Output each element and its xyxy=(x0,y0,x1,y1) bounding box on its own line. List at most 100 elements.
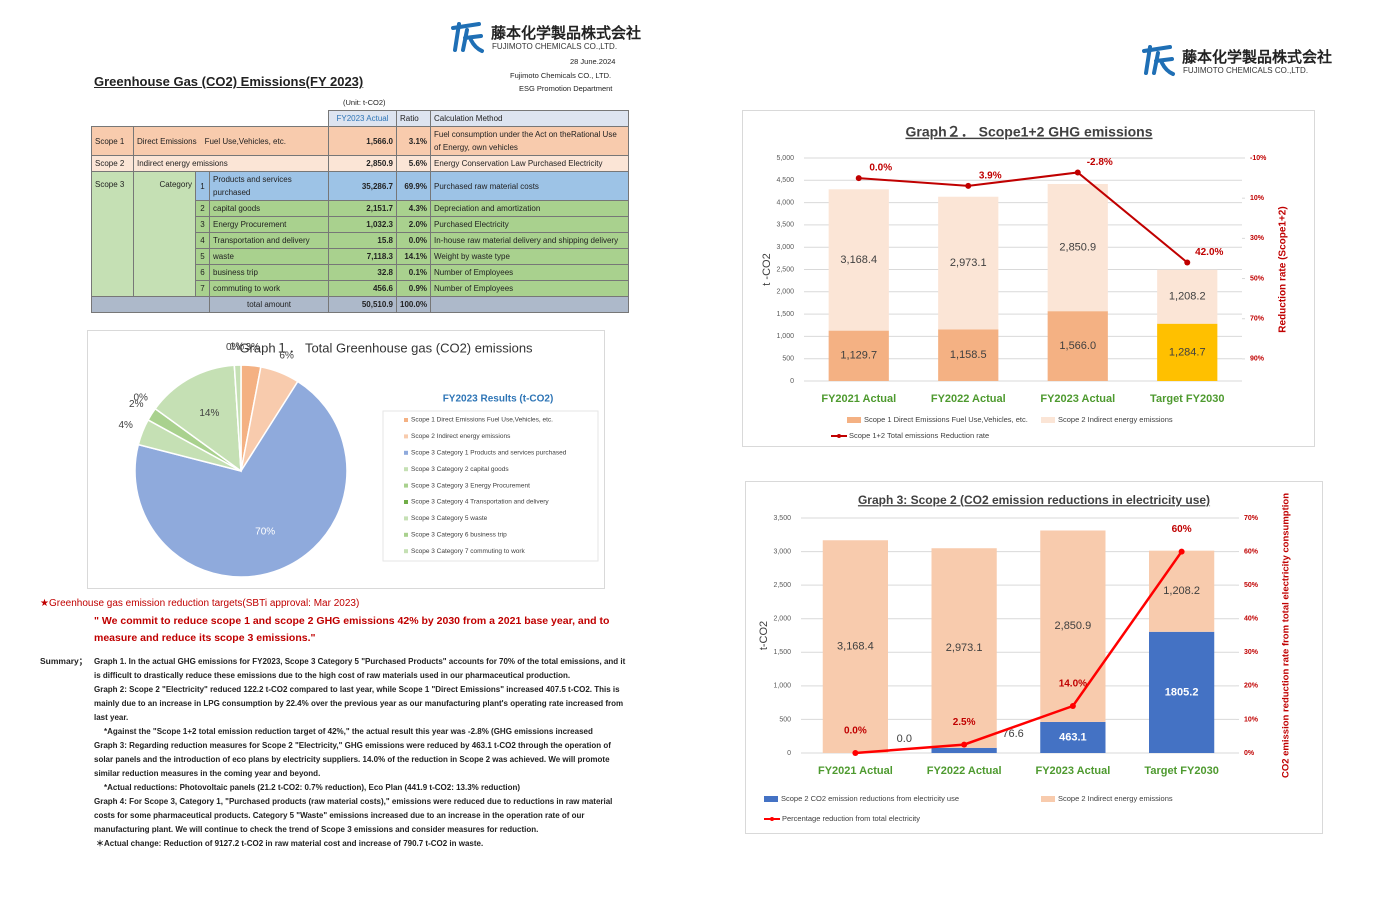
targets-statement: " We commit to reduce scope 1 and scope … xyxy=(94,615,610,644)
company-en: FUJIMOTO CHEMICALS CO.,LTD. xyxy=(1183,66,1309,75)
bar xyxy=(1047,311,1108,381)
table-row: total amount 50,510.9 100.0% xyxy=(91,296,629,313)
y2-tick-label: 30% xyxy=(1244,649,1259,656)
ratio-cell: 100.0% xyxy=(396,296,431,313)
value-cell: 15.8 xyxy=(328,232,397,249)
y-tick-label: 3,000 xyxy=(773,548,791,555)
data-label: 1% xyxy=(230,342,245,353)
graph-3: Graph 3: Scope 2 (CO2 emission reduction… xyxy=(745,481,1323,834)
bar-label: 1,208.2 xyxy=(1163,585,1200,597)
table-row: 7 commuting to work 456.6 0.9% Number of Emp… xyxy=(91,280,629,297)
y2-axis-title: Reduction rate (Scope1+2) xyxy=(1278,206,1289,332)
y-tick-label: 2,000 xyxy=(776,289,794,296)
legend-swatch xyxy=(404,500,408,504)
summary-paragraph: ＊Actual change: Reduction of 9127.2 t-CO… xyxy=(96,839,484,848)
issuer: Fujimoto Chemicals CO., LTD. xyxy=(510,71,612,80)
y2-tick-label: 70% xyxy=(1250,316,1265,323)
bar xyxy=(938,329,999,381)
bar xyxy=(1040,721,1106,753)
summary: Graph 1. In the actual GHG emissions for… xyxy=(94,655,632,851)
legend-label: Scope 1 Direct Emissions Fuel Use,Vehicl… xyxy=(864,415,1028,424)
legend-swatch xyxy=(404,450,408,455)
graph-2: Graph２． Scope1+2 GHG emissions 0 500 1,000 1… xyxy=(742,110,1315,447)
line-label: 3.9% xyxy=(979,171,1002,182)
ratio-cell: 0.0% xyxy=(396,232,431,249)
company-en: FUJIMOTO CHEMICALS CO.,LTD. xyxy=(492,42,618,51)
x-tick-label: FY2023 Actual xyxy=(1035,765,1110,777)
data-label: 3% xyxy=(245,342,260,353)
value-cell: 2,850.9 xyxy=(328,155,397,172)
scope-cell: Scope 2 xyxy=(91,155,134,172)
ratio-cell: 69.9% xyxy=(396,171,431,201)
line-label: -2.8% xyxy=(1087,157,1113,168)
num-cell: 6 xyxy=(195,264,210,281)
data-label: 4% xyxy=(118,420,133,431)
value-cell: 1,032.3 xyxy=(328,216,397,233)
chart-title: Graph２． Scope1+2 GHG emissions xyxy=(905,124,1152,140)
x-tick-label: FY2021 Actual xyxy=(818,765,893,777)
value-cell: 2,151.7 xyxy=(328,200,397,217)
item-cell: business trip xyxy=(209,264,329,281)
company-jp: 藤本化学製品株式会社 xyxy=(491,25,642,42)
item-cell: Products and services purchased xyxy=(209,171,329,201)
method-cell: Number of Employees xyxy=(430,264,629,281)
summary-paragraph: Graph 4: For Scope 3, Category 1, "Purch… xyxy=(94,797,613,834)
y-tick-label: 3,500 xyxy=(776,222,794,229)
legend-marker xyxy=(770,817,774,821)
bar xyxy=(1157,323,1218,381)
data-label: 6% xyxy=(279,350,294,361)
bar xyxy=(1040,530,1106,722)
bar-label: 1,566.0 xyxy=(1059,340,1096,352)
line-point xyxy=(1184,259,1191,266)
bar-label: 1,208.2 xyxy=(1169,291,1206,303)
y2-tick-label: 30% xyxy=(1250,235,1265,242)
chart-title: Graph１． Total Greenhouse gas (CO2) emiss… xyxy=(239,340,533,355)
ratio-cell: 4.3% xyxy=(396,200,431,217)
legend-swatch xyxy=(764,796,778,802)
x-tick-label: FY2022 Actual xyxy=(927,765,1002,777)
bar-label: 2,850.9 xyxy=(1055,620,1092,632)
y2-tick-label: 0% xyxy=(1244,750,1255,757)
summary-paragraph: Graph 1. In the actual GHG emissions for… xyxy=(94,657,626,680)
pie-slice xyxy=(154,364,242,473)
bar-label: 1805.2 xyxy=(1165,686,1199,698)
table-row: Scope 3 Category 1 Products and services pu… xyxy=(91,171,629,297)
x-tick-label: Target FY2030 xyxy=(1144,765,1218,777)
bar-label: 3,168.4 xyxy=(837,641,874,653)
line-series xyxy=(855,550,1183,755)
y2-tick-label: 40% xyxy=(1244,616,1259,623)
legend-label: Scope 1 Direct Emissions Fuel Use,Vehicl… xyxy=(411,417,553,424)
table-row: 5 waste 7,118.3 14.1% Weight by waste type xyxy=(91,248,629,265)
total-label: total amount xyxy=(209,296,329,313)
bar xyxy=(938,196,999,330)
legend-label: Scope 3 Category 3 Energy Procurement xyxy=(411,482,530,489)
legend-swatch xyxy=(1041,796,1055,802)
emissions-table: FY2023 Actual Ratio Calculation Method Scop… xyxy=(91,110,629,313)
ratio-cell: 2.0% xyxy=(396,216,431,233)
legend-marker xyxy=(837,434,841,438)
line-point xyxy=(961,741,968,748)
line-label: 14.0% xyxy=(1059,679,1087,690)
y-tick-label: 1,000 xyxy=(776,333,794,340)
item-cell: Indirect energy emissions xyxy=(133,155,329,172)
bar-label: 1,158.5 xyxy=(950,349,987,361)
bar-label: 3,168.4 xyxy=(840,254,877,266)
y-tick-label: 1,500 xyxy=(773,649,791,656)
line-point xyxy=(1178,548,1185,555)
y2-tick-label: 10% xyxy=(1244,716,1259,723)
value-cell: 32.8 xyxy=(328,264,397,281)
x-tick-label: FY2023 Actual xyxy=(1040,393,1115,405)
unit: (Unit: t-CO2) xyxy=(343,98,386,107)
bar-label: 76.6 xyxy=(1002,728,1023,740)
x-tick-label: FY2022 Actual xyxy=(931,393,1006,405)
legend-label: Scope 3 Category 6 business trip xyxy=(411,532,507,539)
legend-label: Scope 2 Indirect energy emissions xyxy=(1058,794,1173,803)
line-point xyxy=(1074,169,1081,176)
legend-label: Scope 3 Category 2 capital goods xyxy=(411,466,509,473)
bar xyxy=(828,330,889,381)
line-label: 2.5% xyxy=(953,717,976,728)
y2-tick-label: 90% xyxy=(1250,356,1265,363)
summary-label: Summary； xyxy=(40,656,88,666)
bar xyxy=(931,548,997,748)
column-header: Calculation Method xyxy=(430,110,629,127)
